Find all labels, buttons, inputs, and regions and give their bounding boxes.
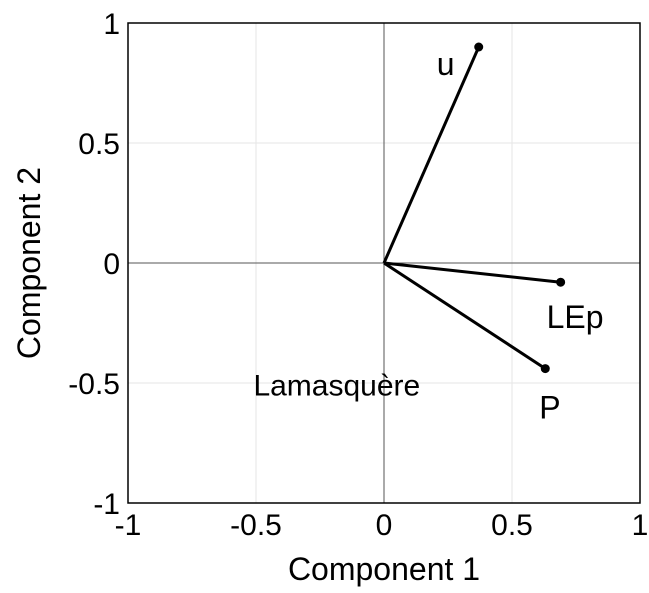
vector-endpoint xyxy=(474,42,484,52)
vector-endpoint xyxy=(540,364,550,374)
site-annotation: Lamasquère xyxy=(253,369,420,402)
vector-label: LEp xyxy=(547,299,604,335)
vector-endpoint xyxy=(556,277,566,287)
plot-frame xyxy=(127,22,641,504)
vector-line xyxy=(383,261,561,284)
x-tick-labels: -1 -0.5 0 0.5 1 xyxy=(115,509,649,542)
vector-label: u xyxy=(437,46,455,82)
y-axis-title: Component 2 xyxy=(11,167,47,359)
x-tick-label: -0.5 xyxy=(230,509,282,542)
vector-line xyxy=(383,261,547,370)
y-tick-labels: -1 -0.5 0 0.5 1 xyxy=(68,8,120,521)
y-tick-label: 0.5 xyxy=(78,128,120,161)
x-tick-label: 0.5 xyxy=(491,509,533,542)
loading-vectors xyxy=(382,42,566,374)
vector-line xyxy=(382,46,481,264)
x-tick-label: 1 xyxy=(632,509,649,542)
y-tick-label: -1 xyxy=(93,488,120,521)
x-tick-label: -1 xyxy=(115,509,142,542)
x-axis-title: Component 1 xyxy=(288,551,480,587)
y-tick-label: -0.5 xyxy=(68,368,120,401)
x-tick-label: 0 xyxy=(376,509,393,542)
y-tick-label: 1 xyxy=(103,8,120,41)
y-tick-label: 0 xyxy=(103,248,120,281)
vector-label: P xyxy=(539,390,560,426)
vector-labels: u LEp P xyxy=(437,46,604,426)
annotations: Lamasquère xyxy=(253,369,420,402)
